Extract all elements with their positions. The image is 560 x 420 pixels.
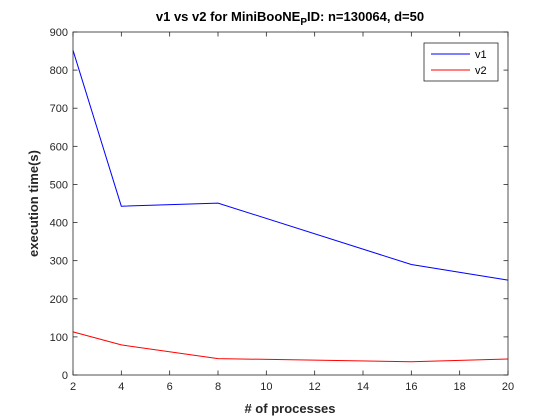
x-tick-label: 12 xyxy=(309,381,321,393)
y-tick-label: 500 xyxy=(50,179,68,191)
x-tick-label: 16 xyxy=(405,381,417,393)
chart-title-main: v1 vs v2 for MiniBooNE xyxy=(156,9,301,24)
x-tick-label: 20 xyxy=(502,381,514,393)
axis-ticks: 2 4 6 8 10 12 14 16 18 20010020030040050060070080… xyxy=(50,27,514,393)
y-tick-label: 200 xyxy=(50,294,68,306)
legend-box xyxy=(423,42,499,82)
y-tick-label: 400 xyxy=(50,218,68,230)
chart-title-rest: ID: n=130064, d=50 xyxy=(307,9,424,24)
x-tick-label: 6 xyxy=(167,381,173,393)
plot-frame xyxy=(72,31,509,376)
chart-title-subscript: P xyxy=(300,17,307,28)
y-tick-label: 600 xyxy=(50,141,68,153)
x-tick-label: 18 xyxy=(454,381,466,393)
y-tick-label: 100 xyxy=(50,332,68,344)
x-tick-label: 4 xyxy=(118,381,124,393)
x-tick-label: 2 xyxy=(70,381,76,393)
series-lines xyxy=(72,50,509,363)
legend-label-v2: v2 xyxy=(475,65,487,77)
y-axis-label: execution time(s) xyxy=(26,150,41,257)
y-tick-label: 0 xyxy=(62,370,68,382)
y-tick-label: 900 xyxy=(50,27,68,39)
x-axis-label: # of processes xyxy=(244,401,335,416)
series-line-v1 xyxy=(72,50,509,281)
chart-title: v1 vs v2 for MiniBooNEPID: n=130064, d=5… xyxy=(156,9,424,28)
x-tick-label: 8 xyxy=(215,381,221,393)
legend-label-v1: v1 xyxy=(475,49,487,61)
y-tick-label: 800 xyxy=(50,65,68,77)
series-line-v2 xyxy=(72,331,509,363)
y-tick-label: 300 xyxy=(50,256,68,268)
x-tick-label: 14 xyxy=(357,381,369,393)
x-tick-label: 10 xyxy=(260,381,272,393)
y-tick-label: 700 xyxy=(50,103,68,115)
